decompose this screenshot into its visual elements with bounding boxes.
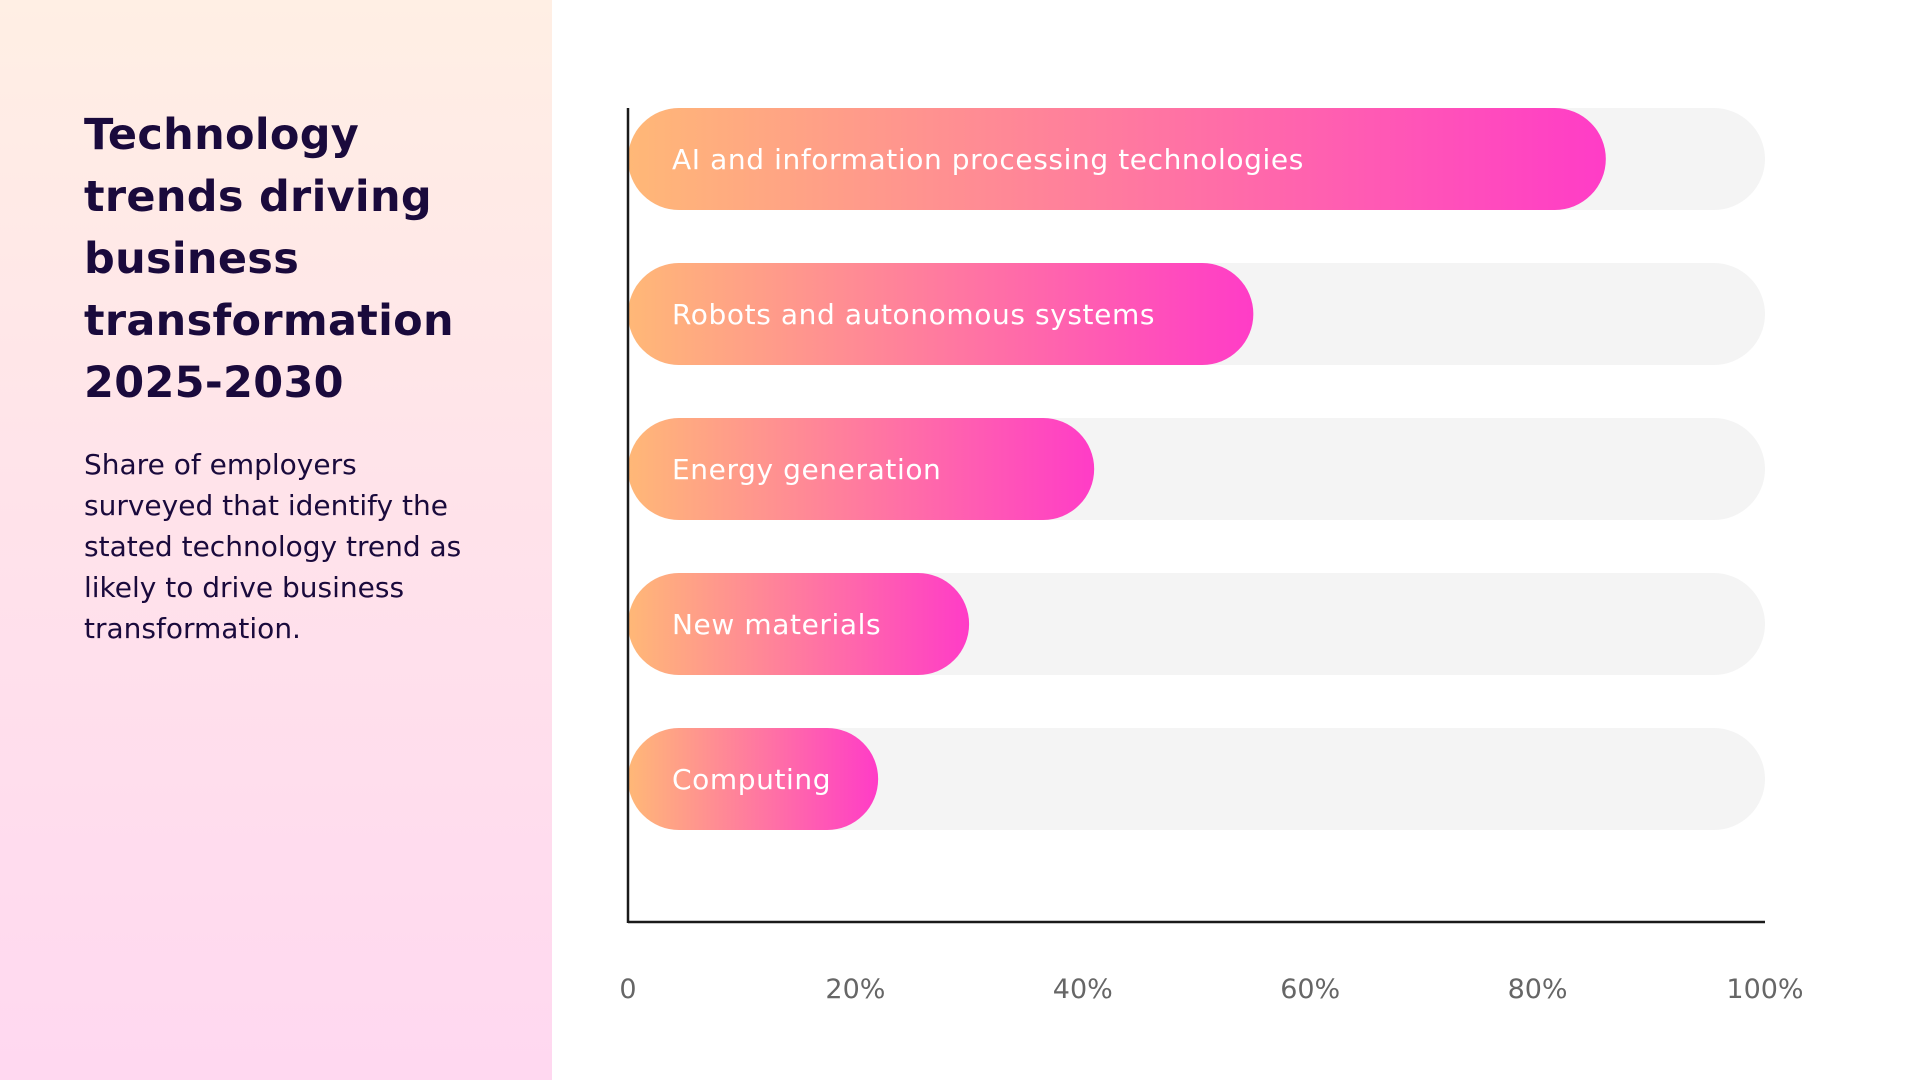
x-tick-label: 20% [825,974,885,1005]
bar-labels: AI and information processing technologi… [672,143,1304,796]
bar [628,573,970,675]
x-tick-label: 40% [1053,974,1113,1005]
bar [628,263,1254,365]
sidebar-panel: Technology trends driving business trans… [0,0,552,1080]
chart-title: Technology trends driving business trans… [84,110,454,408]
bar [628,728,879,830]
bar [628,108,1606,210]
x-tick-label: 60% [1280,974,1340,1005]
chart-subtitle: Share of employers surveyed that identif… [84,448,462,645]
bars [628,108,1606,830]
x-tick-label: 80% [1508,974,1568,1005]
bar-label: Computing [672,763,831,796]
bar-label: AI and information processing technologi… [672,143,1304,176]
bar-label: Robots and autonomous systems [672,298,1155,331]
bar-label: Energy generation [672,453,941,486]
bar-track [628,728,1765,830]
x-axis-ticks: 0 20% 40% 60% 80% 100% [619,974,1803,1005]
x-tick-label: 0 [619,974,636,1005]
bar [628,418,1095,520]
x-tick-label: 100% [1726,974,1803,1005]
bar-label: New materials [672,608,881,641]
